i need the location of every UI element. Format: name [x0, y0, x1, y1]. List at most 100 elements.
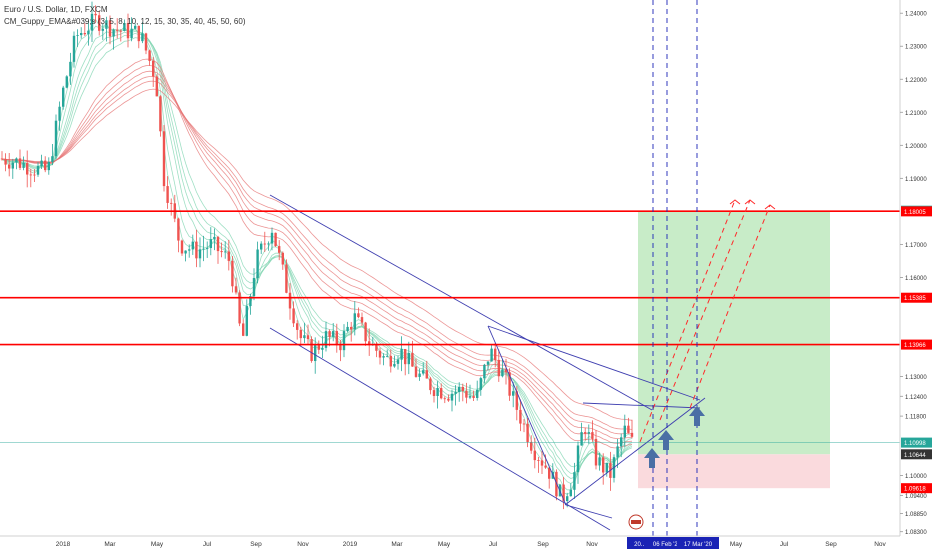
candle-body — [375, 344, 378, 351]
candle-body — [602, 457, 605, 473]
candle-body — [360, 317, 364, 323]
candle-body — [98, 15, 101, 31]
trendline[interactable] — [582, 402, 701, 409]
candle-body — [62, 87, 65, 107]
date-marker-badge — [677, 537, 719, 549]
x-tick-label: Nov — [297, 541, 309, 548]
x-tick-label: Jul — [780, 541, 789, 548]
price-badge — [901, 206, 932, 217]
candle-body — [519, 409, 522, 424]
candle-body — [364, 322, 367, 342]
trendline[interactable] — [564, 397, 706, 506]
candle-body — [350, 326, 353, 330]
guppy-ema-line — [1, 30, 633, 479]
x-tick-label: Mar — [104, 541, 116, 548]
guppy-ema-line — [1, 64, 633, 444]
y-tick-label: 1.12400 — [905, 395, 927, 401]
candle-body — [252, 277, 256, 297]
candle-body — [249, 296, 252, 307]
candle-body — [580, 432, 583, 446]
candle-body — [285, 264, 288, 293]
candle-body — [8, 164, 11, 169]
candle-body — [202, 248, 205, 250]
candle-body — [191, 241, 194, 250]
candle-body — [220, 251, 223, 253]
trendline[interactable] — [487, 325, 567, 506]
candle-body — [11, 162, 14, 169]
guppy-ema-line — [1, 32, 633, 474]
candle-body — [137, 25, 140, 42]
candle-body — [515, 391, 518, 410]
y-tick-label: 1.24000 — [905, 12, 927, 18]
guppy-ema-line — [1, 76, 633, 435]
candle-body — [108, 20, 112, 37]
x-tick-label: Jul — [489, 541, 498, 548]
y-tick-label: 1.19000 — [905, 177, 927, 183]
candle-body — [497, 359, 500, 377]
candle-body — [378, 350, 382, 358]
trendline[interactable] — [269, 194, 653, 411]
price-badge-label: 1.09618 — [904, 487, 926, 493]
candle-body — [126, 23, 130, 39]
candle-body — [447, 398, 450, 401]
candle-body — [630, 432, 634, 437]
candle-body — [40, 160, 43, 166]
trendline[interactable] — [269, 327, 611, 531]
candle-body — [155, 76, 158, 97]
up-arrow-icon — [689, 406, 705, 426]
candle-body — [281, 252, 284, 265]
candle-body — [184, 250, 187, 254]
candle-body — [317, 345, 320, 350]
candle-body — [159, 96, 162, 132]
candle-body — [141, 33, 144, 42]
candle-body — [400, 348, 403, 360]
x-tick-label: Sep — [825, 541, 837, 548]
y-tick-label: 1.10000 — [905, 474, 927, 480]
y-tick-label: 1.13000 — [905, 375, 927, 381]
trendline[interactable] — [565, 504, 613, 519]
price-badge-label: 1.18005 — [904, 210, 926, 216]
price-badge — [901, 449, 932, 460]
candle-body — [263, 243, 266, 245]
candle-body — [162, 131, 166, 187]
candle-body — [544, 465, 547, 468]
candle-body — [260, 243, 263, 250]
flag-icon-stripe — [631, 520, 641, 524]
candle-body — [134, 25, 137, 29]
candle-body — [188, 249, 191, 251]
candle-body — [231, 260, 234, 287]
up-arrow-icon — [658, 430, 674, 450]
price-badge — [901, 483, 932, 494]
candle-body — [411, 352, 414, 367]
candle-body — [429, 378, 432, 391]
candle-body — [47, 161, 50, 171]
candle-body — [278, 246, 281, 253]
candle-body — [436, 388, 439, 396]
candle-body — [144, 33, 148, 51]
projection-path — [659, 199, 751, 421]
candle-body — [306, 335, 310, 340]
candle-body — [274, 232, 277, 247]
candle-body — [540, 460, 544, 466]
guppy-ema-line — [1, 29, 633, 484]
x-tick-label: May — [151, 541, 164, 548]
y-tick-label: 1.23000 — [905, 45, 927, 51]
candle-body — [198, 249, 202, 259]
x-tick-label: 2018 — [56, 541, 71, 548]
candle-body — [101, 28, 104, 31]
candle-body — [598, 457, 601, 466]
candle-body — [22, 162, 25, 168]
candle-body — [224, 251, 227, 253]
trendline[interactable] — [487, 325, 701, 401]
time-axis-bg — [0, 536, 932, 550]
candle-body — [213, 236, 216, 240]
candle-body — [0, 158, 4, 160]
candle-body — [177, 218, 180, 241]
candle-body — [33, 174, 36, 176]
candle-body — [339, 345, 342, 351]
guppy-ema-line — [1, 88, 633, 421]
candle-body — [353, 313, 356, 330]
candle-body — [526, 423, 529, 443]
